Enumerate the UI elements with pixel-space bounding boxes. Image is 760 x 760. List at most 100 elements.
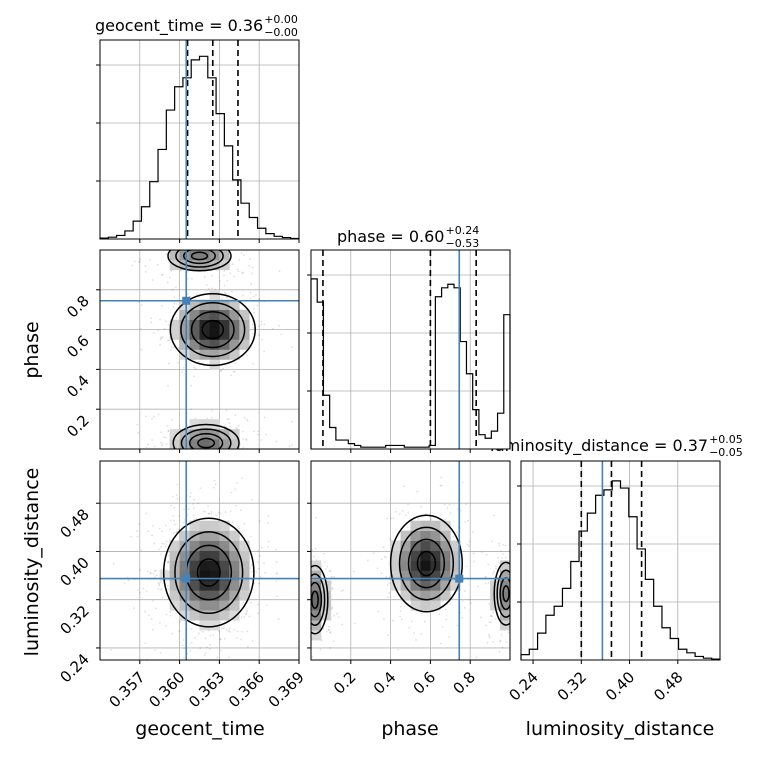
panel-2d-luminosity_distance-vs-phase-point [311,549,314,551]
panel-2d-luminosity_distance-vs-phase-point [512,628,514,630]
panel-2d-luminosity_distance-vs-geocent_time-point [225,628,228,631]
panel-2d-phase-vs-geocent_time-point [159,338,162,341]
panel-2d-phase-vs-geocent_time-point [193,375,195,378]
panel-2d-luminosity_distance-vs-phase-density-cell [320,600,332,611]
panel-2d-phase-vs-geocent_time-border [99,249,300,450]
panel-2d-luminosity_distance-vs-phase-point [480,616,482,619]
panel-2d-phase-vs-geocent_time-point [219,369,222,372]
panel-2d-luminosity_distance-vs-phase-contour [416,550,437,577]
panel-2d-phase-vs-geocent_time-point [190,277,193,280]
panel-2d-luminosity_distance-vs-phase-density-cell [390,560,401,571]
panel-2d-luminosity_distance-vs-geocent_time-density-cell [209,620,220,631]
panel-2d-luminosity_distance-vs-phase-point [399,615,401,618]
panel-2d-luminosity_distance-vs-geocent_time-density-cell [169,550,180,561]
panel-2d-luminosity_distance-vs-phase-point [467,544,470,547]
ytick-label-phase: 0.8 [63,292,93,322]
panel-2d-luminosity_distance-vs-phase-point [404,513,407,516]
panel-2d-luminosity_distance-vs-phase-density-cell [311,580,322,591]
panel-2d-phase-vs-geocent_time-density-cell [219,319,230,330]
xtick-label-phase: 0.8 [449,668,479,698]
panel-2d-luminosity_distance-vs-phase-density-cell [490,590,501,601]
panel-2d-luminosity_distance-vs-phase-point [306,597,308,599]
panel-2d-phase-vs-geocent_time-point [148,258,151,261]
panel-2d-phase-vs-geocent_time-density-cell [189,329,200,340]
panel-2d-luminosity_distance-vs-geocent_time-point [158,527,161,530]
panel-2d-luminosity_distance-vs-geocent_time-density-cell [189,540,200,551]
panel-2d-luminosity_distance-vs-geocent_time-point [154,648,156,651]
panel-2d-luminosity_distance-vs-geocent_time-point [208,512,211,515]
panel-2d-luminosity_distance-vs-phase-point [337,616,340,619]
panel-2d-luminosity_distance-vs-phase-point [484,575,487,578]
panel-2d-luminosity_distance-vs-geocent_time-point [240,616,243,619]
xtick-label-geocent_time: 0.360 [145,668,188,711]
panel-2d-luminosity_distance-vs-phase-point [329,570,332,573]
panel-2d-phase-vs-geocent_time-contour [167,250,232,272]
panel-2d-phase-vs-geocent_time-point [164,246,166,248]
panel-2d-phase-vs-geocent_time-point [197,247,199,249]
panel-2d-luminosity_distance-vs-phase-point [399,605,402,608]
panel-2d-luminosity_distance-vs-phase-point [460,509,462,512]
panel-2d-luminosity_distance-vs-phase-point [438,613,441,616]
panel-2d-luminosity_distance-vs-geocent_time-point [182,638,185,641]
panel-2d-luminosity_distance-vs-geocent_time-density-cell [229,570,240,581]
panel-2d-phase-vs-geocent_time-contour [180,301,246,358]
panel-2d-luminosity_distance-vs-phase-point [448,503,451,506]
panel-2d-phase-vs-geocent_time-point [170,418,173,421]
panel-2d-luminosity_distance-vs-geocent_time-point [242,601,245,603]
panel-2d-phase-vs-geocent_time-point [193,240,195,242]
panel-2d-phase-vs-geocent_time-point [165,253,168,255]
panel-2d-luminosity_distance-vs-phase-density-cell [430,570,441,581]
panel-2d-luminosity_distance-vs-geocent_time-density-cell [209,590,220,601]
panel-2d-luminosity_distance-vs-phase-point [388,582,391,585]
panel-2d-phase-vs-geocent_time-point [206,417,209,420]
title-luminosity-distance-main: luminosity_distance = 0.37 [490,436,708,456]
panel-2d-luminosity_distance-vs-phase-point [390,517,392,520]
panel-2d-luminosity_distance-vs-phase-point [515,543,517,545]
panel-2d-luminosity_distance-vs-geocent_time-point [236,668,238,670]
panel-2d-phase-vs-geocent_time-point [160,337,163,340]
panel-2d-luminosity_distance-vs-phase-point [307,605,309,607]
panel-2d-luminosity_distance-vs-geocent_time-point [238,527,241,530]
title-phase-main: phase = 0.60 [337,227,444,246]
panel-2d-phase-vs-geocent_time-point [138,301,140,304]
panel-2d-phase-vs-geocent_time-point [141,304,143,307]
panel-2d-luminosity_distance-vs-phase-point [415,639,417,641]
title-sub-phase: −0.53 [445,237,479,250]
panel-2d-phase-vs-geocent_time-point [241,271,244,274]
panel-2d-luminosity_distance-vs-phase-point [495,565,497,568]
panel-2d-phase-vs-geocent_time-point [252,307,255,310]
panel-2d-phase-vs-geocent_time-point [210,409,213,412]
panel-2d-luminosity_distance-vs-phase-point [516,603,518,605]
panel-2d-phase-vs-geocent_time-point [260,320,263,323]
panel-2d-phase-vs-geocent_time-point [230,374,232,377]
panel-2d-luminosity_distance-vs-geocent_time-point [152,525,155,527]
panel-2d-phase-vs-geocent_time-point [211,274,213,277]
panel-2d-luminosity_distance-vs-geocent_time-point [193,498,196,501]
panel-2d-luminosity_distance-vs-phase-point [510,605,512,607]
panel-2d-luminosity_distance-vs-phase-point [341,623,344,626]
panel-2d-luminosity_distance-vs-phase-point [385,556,387,559]
panel-2d-phase-vs-geocent_time-point [248,264,251,267]
panel-2d-luminosity_distance-vs-phase-point [329,631,332,634]
panel-2d-luminosity_distance-vs-phase-density-cell [450,550,461,561]
panel-2d-phase-vs-geocent_time-point [199,248,201,250]
panel-2d-phase-vs-geocent_time-density-cell [189,259,200,271]
panel-2d-luminosity_distance-vs-geocent_time-point [212,634,215,637]
panel-2d-luminosity_distance-vs-phase-density-cell [420,590,431,601]
panel-2d-phase-vs-geocent_time-point [169,349,172,352]
panel-2d-phase-vs-geocent_time-point [166,453,168,455]
panel-2d-phase-vs-geocent_time-point [197,360,200,363]
panel-2d-luminosity_distance-vs-phase-density-cell [500,610,510,621]
panel-2d-luminosity_distance-vs-phase-density-cell [430,600,441,611]
panel-2d-luminosity_distance-vs-geocent_time-point [275,561,278,563]
panel-2d-luminosity_distance-vs-geocent_time-density-cell [229,560,240,571]
panel-2d-phase-vs-geocent_time-point [252,362,254,365]
panel-2d-luminosity_distance-vs-geocent_time-point [152,600,154,602]
panel-2d-phase-vs-geocent_time-point [173,453,175,455]
panel-2d-luminosity_distance-vs-geocent_time-density-cell [219,580,230,591]
panel-2d-luminosity_distance-vs-geocent_time-point [189,495,192,498]
panel-2d-phase-vs-geocent_time-point [223,452,225,454]
panel-2d-phase-vs-geocent_time-point [252,430,255,433]
panel-2d-phase-vs-geocent_time-point [234,362,237,365]
panel-2d-luminosity_distance-vs-geocent_time-point [229,510,232,513]
